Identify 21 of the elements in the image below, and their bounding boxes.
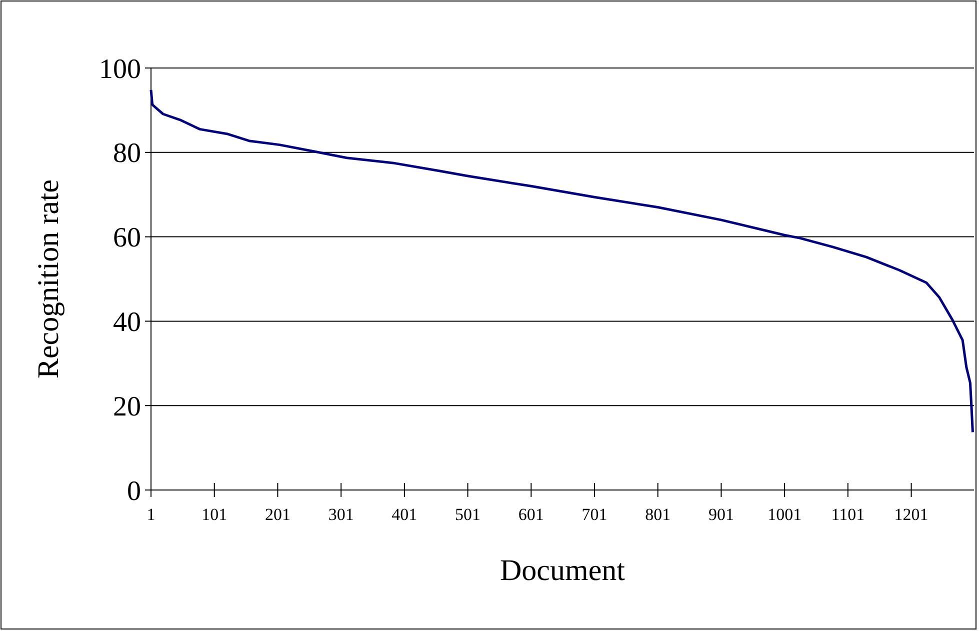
x-tick-label: 801 (645, 505, 671, 524)
x-tick-label: 1101 (831, 505, 865, 524)
y-tick-label: 40 (113, 307, 141, 338)
y-tick-label: 60 (113, 222, 141, 254)
y-tick-label: 80 (113, 138, 141, 170)
x-tick-label: 901 (708, 505, 734, 524)
x-tick-label: 301 (328, 505, 354, 524)
y-tick-label: 20 (113, 391, 141, 422)
x-tick-label: 701 (582, 505, 608, 524)
x-tick-label: 1001 (768, 505, 802, 524)
x-tick-label: 501 (455, 505, 481, 524)
y-axis-title: Recognition rate (32, 179, 65, 379)
x-tick-label: 101 (202, 505, 228, 524)
x-tick-label: 1 (146, 505, 156, 524)
x-axis-title: Document (500, 554, 626, 587)
y-tick-label: 100 (99, 54, 141, 85)
y-tick-label: 0 (127, 476, 141, 507)
x-tick-label: 601 (518, 505, 544, 524)
x-tick-label: 1201 (894, 505, 928, 524)
x-tick-label: 201 (264, 505, 290, 524)
x-tick-label: 401 (392, 505, 418, 524)
